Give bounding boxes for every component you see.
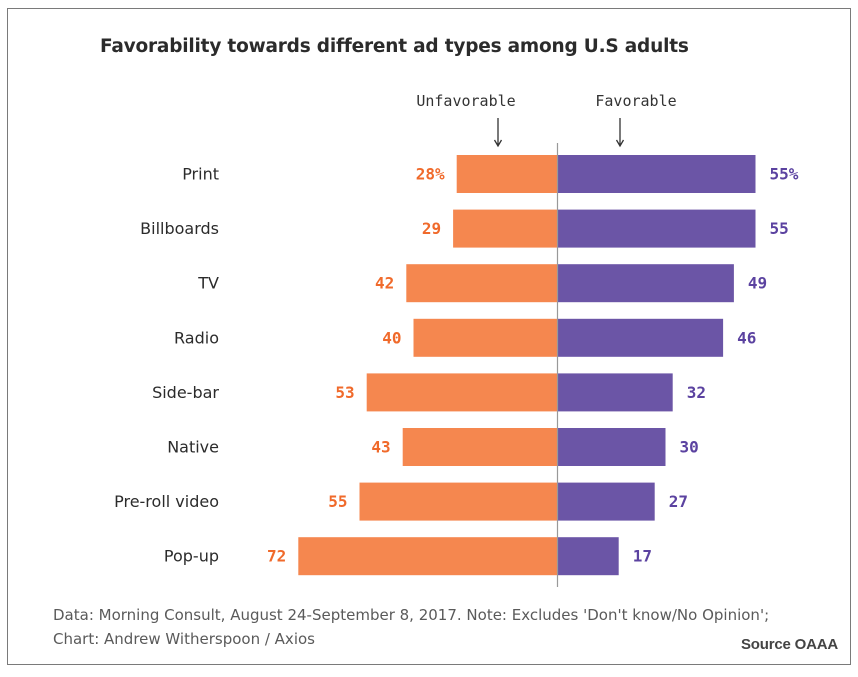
label-unfavorable-radio: 40	[382, 328, 401, 347]
label-unfavorable-pre-roll-video: 55	[328, 492, 347, 511]
bar-unfavorable-tv	[406, 264, 558, 303]
label-favorable-side-bar: 32	[687, 383, 706, 402]
bar-favorable-pop-up	[557, 537, 619, 576]
category-label-native: Native	[167, 438, 219, 457]
label-unfavorable-print: 28%	[416, 165, 445, 184]
bar-unfavorable-print	[456, 155, 558, 193]
bar-unfavorable-side-bar	[366, 373, 558, 412]
category-label-side-bar: Side-bar	[152, 383, 219, 402]
unfavorable-arrow-icon	[493, 118, 503, 148]
chart-title: Favorability towards different ad types …	[100, 36, 689, 57]
category-label-tv: TV	[197, 274, 219, 293]
bar-unfavorable-native	[402, 428, 558, 466]
bar-favorable-native	[557, 428, 666, 466]
label-favorable-radio: 46	[737, 328, 756, 347]
label-favorable-billboards: 55	[770, 219, 789, 238]
label-favorable-native: 30	[680, 438, 699, 457]
label-unfavorable-tv: 42	[375, 274, 394, 293]
footnote: Data: Morning Consult, August 24-Septemb…	[53, 606, 770, 648]
category-label-print: Print	[182, 165, 219, 184]
bar-favorable-radio	[557, 318, 724, 357]
label-favorable-print: 55%	[770, 165, 799, 184]
bar-unfavorable-radio	[413, 318, 558, 357]
favorable-arrow-icon	[615, 118, 625, 148]
bar-unfavorable-billboards	[453, 209, 558, 248]
category-label-pre-roll-video: Pre-roll video	[114, 492, 219, 511]
bar-favorable-tv	[557, 264, 734, 303]
source-label: Source OAAA	[741, 636, 838, 653]
bar-favorable-pre-roll-video	[557, 482, 655, 521]
bar-favorable-billboards	[557, 209, 756, 248]
label-favorable-pre-roll-video: 27	[669, 492, 688, 511]
label-unfavorable-native: 43	[371, 438, 390, 457]
legend-unfavorable: Unfavorable	[416, 92, 515, 110]
category-label-pop-up: Pop-up	[164, 547, 219, 566]
category-label-billboards: Billboards	[140, 219, 219, 238]
label-unfavorable-pop-up: 72	[267, 547, 286, 566]
bar-unfavorable-pop-up	[298, 537, 558, 576]
bar-unfavorable-pre-roll-video	[359, 482, 558, 521]
label-favorable-pop-up: 17	[633, 547, 652, 566]
label-unfavorable-side-bar: 53	[335, 383, 354, 402]
label-favorable-tv: 49	[748, 274, 767, 293]
label-unfavorable-billboards: 29	[422, 219, 441, 238]
legend-favorable: Favorable	[595, 92, 676, 110]
bar-favorable-side-bar	[557, 373, 673, 412]
category-label-radio: Radio	[174, 328, 219, 347]
bar-favorable-print	[557, 155, 756, 193]
